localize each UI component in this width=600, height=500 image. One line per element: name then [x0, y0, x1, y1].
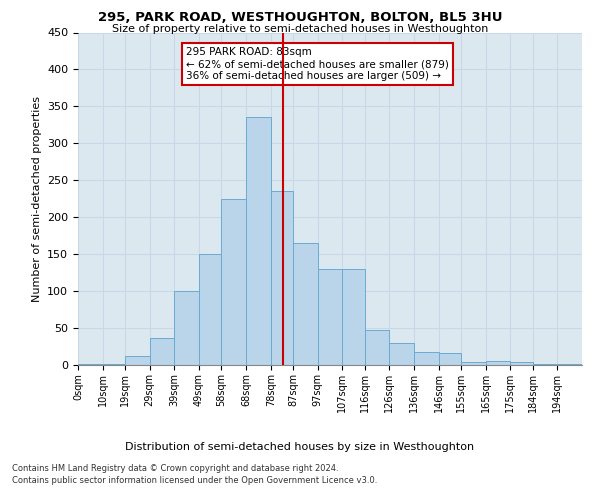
Bar [149, 338, 175, 365]
Text: Distribution of semi-detached houses by size in Westhoughton: Distribution of semi-detached houses by … [125, 442, 475, 452]
Text: 295, PARK ROAD, WESTHOUGHTON, BOLTON, BL5 3HU: 295, PARK ROAD, WESTHOUGHTON, BOLTON, BL… [98, 11, 502, 24]
Text: 295 PARK ROAD: 83sqm
← 62% of semi-detached houses are smaller (879)
36% of semi: 295 PARK ROAD: 83sqm ← 62% of semi-detac… [187, 48, 449, 80]
Text: Contains HM Land Registry data © Crown copyright and database right 2024.: Contains HM Land Registry data © Crown c… [12, 464, 338, 473]
Bar [389, 343, 414, 365]
Bar [343, 269, 365, 365]
Bar [271, 192, 293, 365]
Bar [221, 198, 246, 365]
Bar [293, 243, 317, 365]
Bar [317, 269, 343, 365]
Y-axis label: Number of semi-detached properties: Number of semi-detached properties [32, 96, 41, 302]
Bar [533, 364, 557, 365]
Bar [557, 364, 582, 365]
Bar [175, 291, 199, 365]
Bar [461, 362, 485, 365]
Text: Size of property relative to semi-detached houses in Westhoughton: Size of property relative to semi-detach… [112, 24, 488, 34]
Bar [246, 118, 271, 365]
Bar [485, 362, 511, 365]
Bar [511, 362, 533, 365]
Bar [125, 356, 149, 365]
Bar [199, 254, 221, 365]
Bar [365, 330, 389, 365]
Bar [103, 364, 125, 365]
Bar [414, 352, 439, 365]
Text: Contains public sector information licensed under the Open Government Licence v3: Contains public sector information licen… [12, 476, 377, 485]
Bar [78, 364, 103, 365]
Bar [439, 353, 461, 365]
